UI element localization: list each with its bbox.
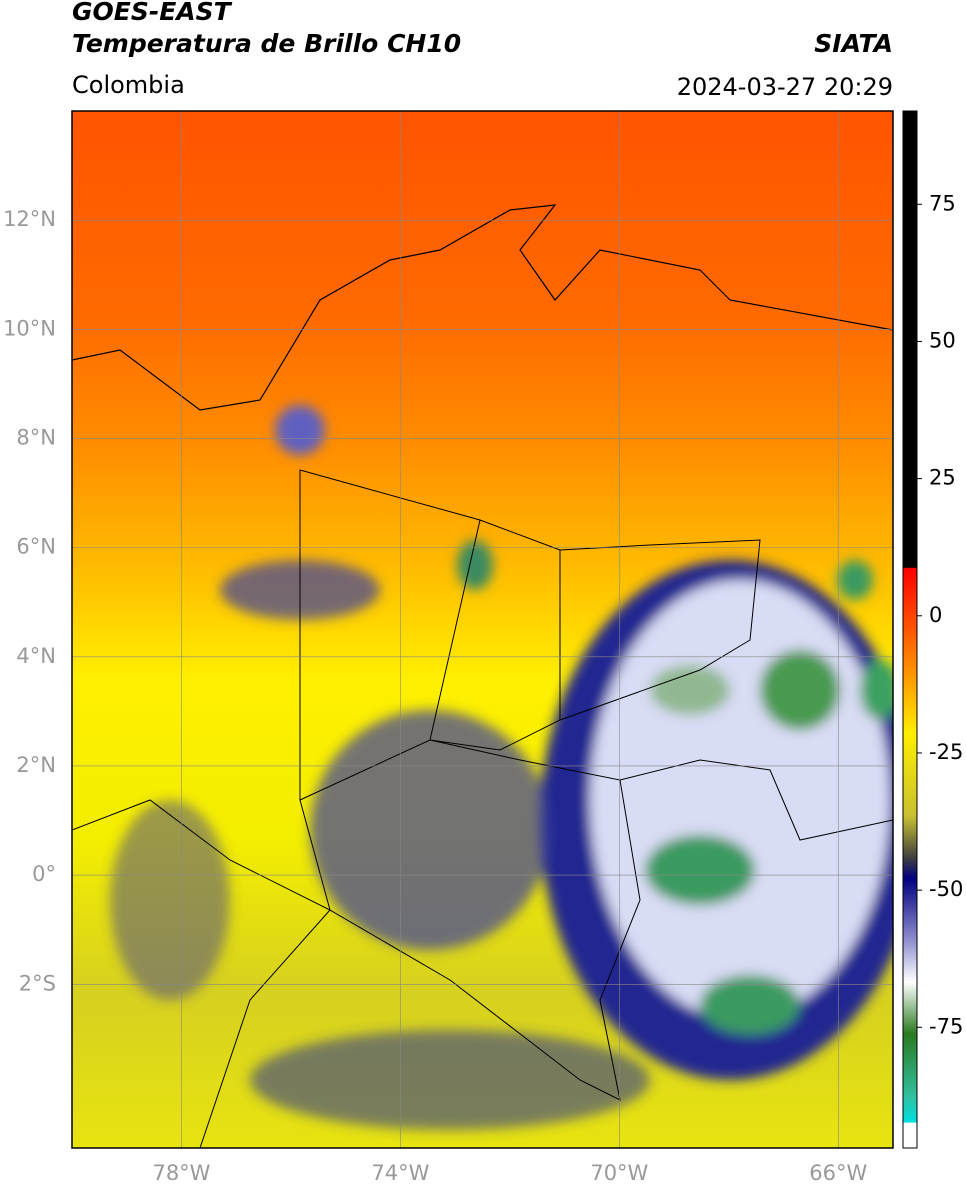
colorbar-tick-label: 50 bbox=[929, 328, 956, 352]
lat-tick-label: 6°N bbox=[16, 535, 56, 559]
lat-tick-label: 10°N bbox=[3, 316, 56, 340]
colorbar-tick-label: 75 bbox=[929, 191, 956, 215]
lon-tick-label: 74°W bbox=[371, 1161, 429, 1185]
region: Colombia bbox=[72, 71, 185, 99]
title: GOES-EAST bbox=[72, 0, 233, 26]
lat-tick-label: 2°N bbox=[16, 753, 56, 777]
lon-tick-label: 66°W bbox=[809, 1161, 867, 1185]
lat-tick-label: 0° bbox=[32, 862, 56, 886]
colorbar-tick-label: -75 bbox=[929, 1014, 963, 1038]
map-frame bbox=[71, 110, 894, 1149]
subtitle: Temperatura de Brillo CH10 bbox=[72, 29, 461, 58]
colorbar bbox=[902, 110, 918, 1149]
colorbar-tick-label: -25 bbox=[929, 740, 963, 764]
lon-tick-label: 70°W bbox=[590, 1161, 648, 1185]
lon-tick-label: 78°W bbox=[152, 1161, 210, 1185]
lat-tick-label: 2°S bbox=[19, 971, 56, 995]
imagery bbox=[72, 111, 893, 1148]
colorbar-tick-label: 25 bbox=[929, 466, 956, 490]
colorbar-tick-label: -50 bbox=[929, 877, 963, 901]
lat-tick-label: 4°N bbox=[16, 644, 56, 668]
lat-tick-label: 12°N bbox=[3, 207, 56, 231]
lat-tick-label: 8°N bbox=[16, 425, 56, 449]
source: SIATA bbox=[814, 29, 893, 58]
datetime: 2024-03-27 20:29 bbox=[677, 73, 893, 101]
colorbar-tick-label: 0 bbox=[929, 603, 942, 627]
